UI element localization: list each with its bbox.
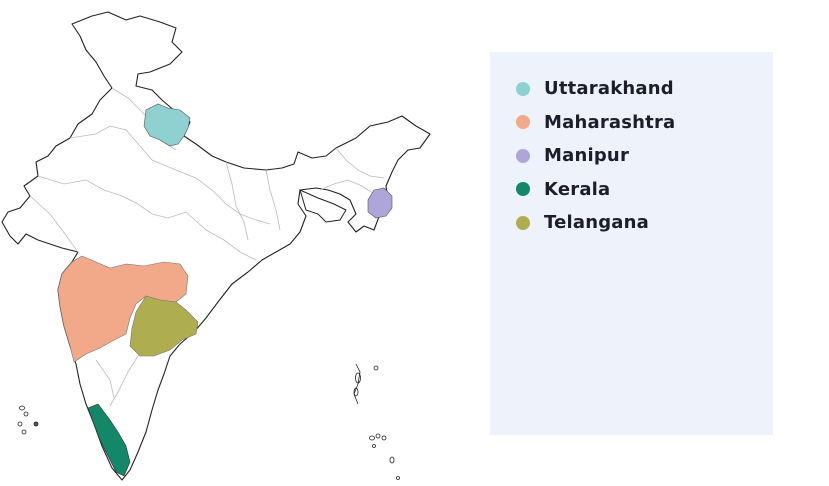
india-outline xyxy=(1,11,431,481)
india-map xyxy=(1,11,431,481)
legend-label: Maharashtra xyxy=(544,111,676,133)
legend-label: Uttarakhand xyxy=(544,78,674,100)
legend-panel: Uttarakhand Maharashtra Manipur Kerala T… xyxy=(490,52,773,435)
legend-label: Kerala xyxy=(544,178,611,200)
state-manipur xyxy=(367,187,393,219)
state-maharashtra xyxy=(57,255,189,363)
state-telangana xyxy=(129,295,199,357)
islands xyxy=(17,363,400,480)
legend-dot-icon xyxy=(516,215,530,230)
legend-list: Uttarakhand Maharashtra Manipur Kerala T… xyxy=(516,72,675,240)
state-uttarakhand xyxy=(143,103,191,147)
legend-item-telangana: Telangana xyxy=(516,206,675,240)
legend-item-manipur: Manipur xyxy=(516,139,675,173)
legend-item-kerala: Kerala xyxy=(516,173,675,207)
legend-dot-icon xyxy=(516,81,530,96)
legend-item-uttarakhand: Uttarakhand xyxy=(516,72,675,106)
legend-item-maharashtra: Maharashtra xyxy=(516,106,675,140)
legend-label: Manipur xyxy=(544,145,630,167)
legend-dot-icon xyxy=(516,148,530,163)
state-kerala xyxy=(87,403,131,477)
legend-label: Telangana xyxy=(544,212,650,234)
state-borders xyxy=(29,87,385,407)
legend-dot-icon xyxy=(516,182,530,197)
legend-dot-icon xyxy=(516,115,530,130)
